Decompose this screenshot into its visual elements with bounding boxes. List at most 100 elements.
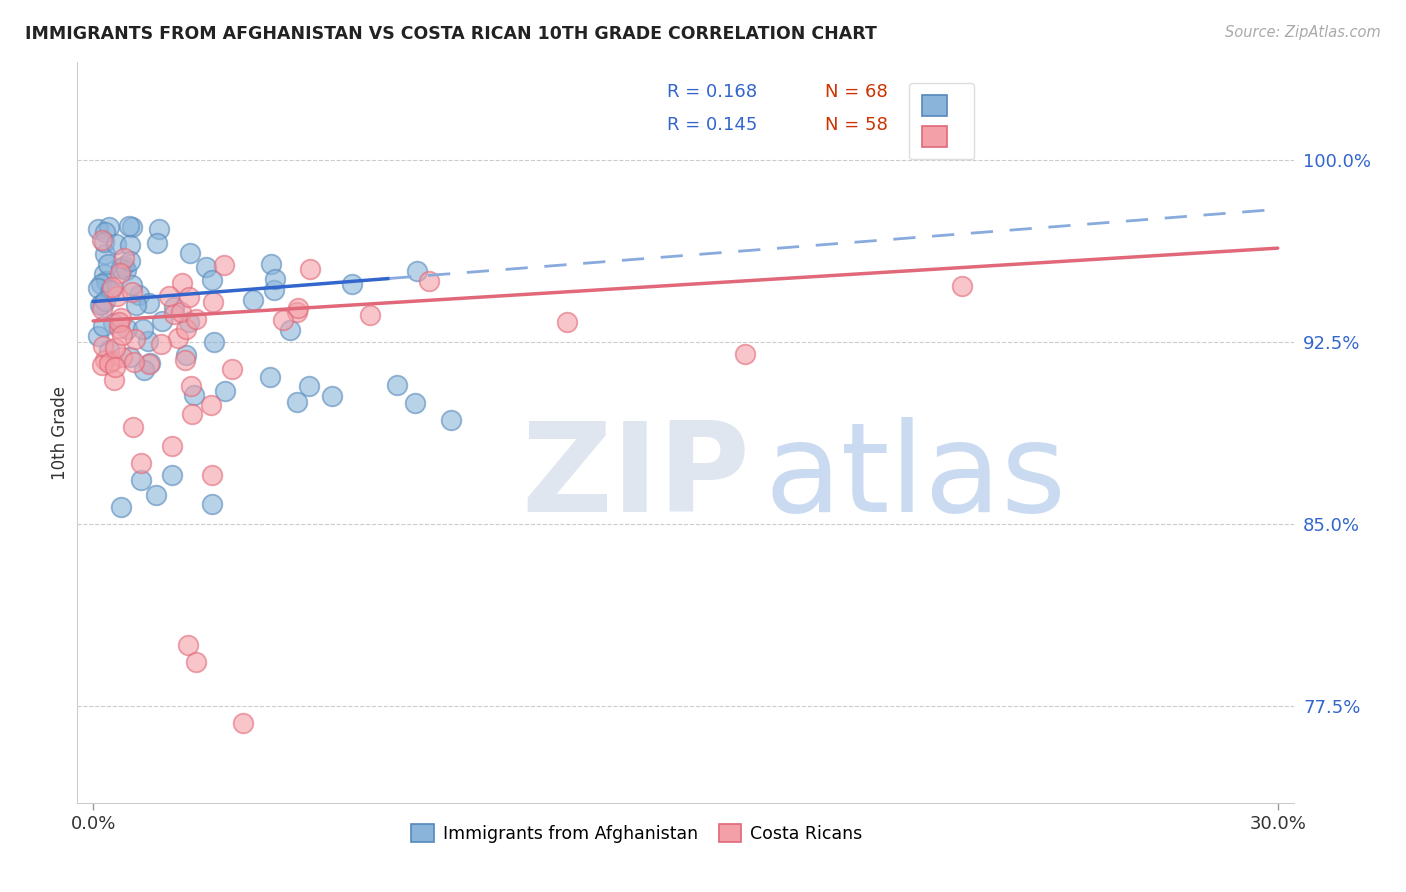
Point <box>100 283 122 297</box>
Point <box>125 298 148 312</box>
Point <box>111 328 134 343</box>
Point <box>287 301 309 316</box>
Point <box>232 715 254 730</box>
Point <box>177 290 200 304</box>
Point <box>260 257 283 271</box>
Point <box>129 473 152 487</box>
Point <box>387 377 409 392</box>
Point <box>163 307 186 321</box>
Point <box>418 274 440 288</box>
Point <box>200 468 222 483</box>
Point <box>129 456 152 470</box>
Point <box>184 312 207 326</box>
Point <box>167 330 190 344</box>
Point <box>90 301 112 316</box>
Point <box>139 356 162 370</box>
Point <box>177 638 200 652</box>
Point <box>93 235 115 249</box>
Text: R = 0.145: R = 0.145 <box>668 116 758 135</box>
Point <box>221 362 243 376</box>
Point <box>440 413 463 427</box>
Point <box>179 246 201 260</box>
Point <box>101 316 124 330</box>
Point <box>112 251 135 265</box>
Point <box>105 289 128 303</box>
Point <box>157 289 180 303</box>
Point <box>104 359 127 374</box>
Point <box>110 261 132 276</box>
Point <box>104 237 127 252</box>
Point <box>200 497 222 511</box>
Point <box>124 355 146 369</box>
Point <box>131 322 153 336</box>
Point <box>170 276 193 290</box>
Point <box>115 322 138 336</box>
Point <box>204 334 226 349</box>
Point <box>138 357 160 371</box>
Point <box>103 373 125 387</box>
Point <box>91 319 114 334</box>
Point <box>90 358 112 372</box>
Point <box>177 315 200 329</box>
Point <box>555 315 578 329</box>
Point <box>108 315 131 329</box>
Point <box>406 263 429 277</box>
Point <box>87 329 110 343</box>
Point <box>201 273 224 287</box>
Point <box>108 321 131 335</box>
Point <box>90 233 112 247</box>
Point <box>174 348 197 362</box>
Point <box>298 378 321 392</box>
Point <box>94 246 117 260</box>
Point <box>287 305 309 319</box>
Point <box>90 297 112 311</box>
Point <box>91 339 114 353</box>
Text: atlas: atlas <box>765 417 1067 538</box>
Point <box>160 468 183 483</box>
Point <box>174 322 197 336</box>
Point <box>98 356 121 370</box>
Point <box>110 266 132 280</box>
Point <box>950 278 973 293</box>
Point <box>110 500 132 514</box>
Point <box>97 219 120 234</box>
Point <box>118 238 141 252</box>
Point <box>121 277 143 292</box>
Point <box>214 384 236 398</box>
Point <box>242 293 264 308</box>
Point <box>404 396 426 410</box>
Point <box>138 296 160 310</box>
Point <box>112 259 135 273</box>
Text: N = 58: N = 58 <box>825 116 889 135</box>
Point <box>94 225 117 239</box>
Point <box>263 283 285 297</box>
Point <box>321 389 343 403</box>
Point <box>87 222 110 236</box>
Point <box>184 655 207 669</box>
Point <box>128 288 150 302</box>
Point <box>285 395 308 409</box>
Point <box>120 351 142 365</box>
Point <box>340 277 363 292</box>
Point <box>101 354 124 368</box>
Point <box>118 254 141 268</box>
Point <box>90 277 112 291</box>
Point <box>118 219 141 233</box>
Point <box>89 298 111 312</box>
Point <box>98 285 121 299</box>
Point <box>146 235 169 250</box>
Point <box>124 331 146 345</box>
Point <box>94 294 117 309</box>
Point <box>121 220 143 235</box>
Point <box>121 419 143 434</box>
Point <box>98 343 121 358</box>
Point <box>110 310 132 325</box>
Point <box>212 258 235 272</box>
Point <box>94 273 117 287</box>
Point <box>97 257 120 271</box>
Point <box>278 323 301 337</box>
Point <box>111 351 134 365</box>
Point <box>101 280 124 294</box>
Point <box>136 334 159 348</box>
Point <box>93 267 115 281</box>
